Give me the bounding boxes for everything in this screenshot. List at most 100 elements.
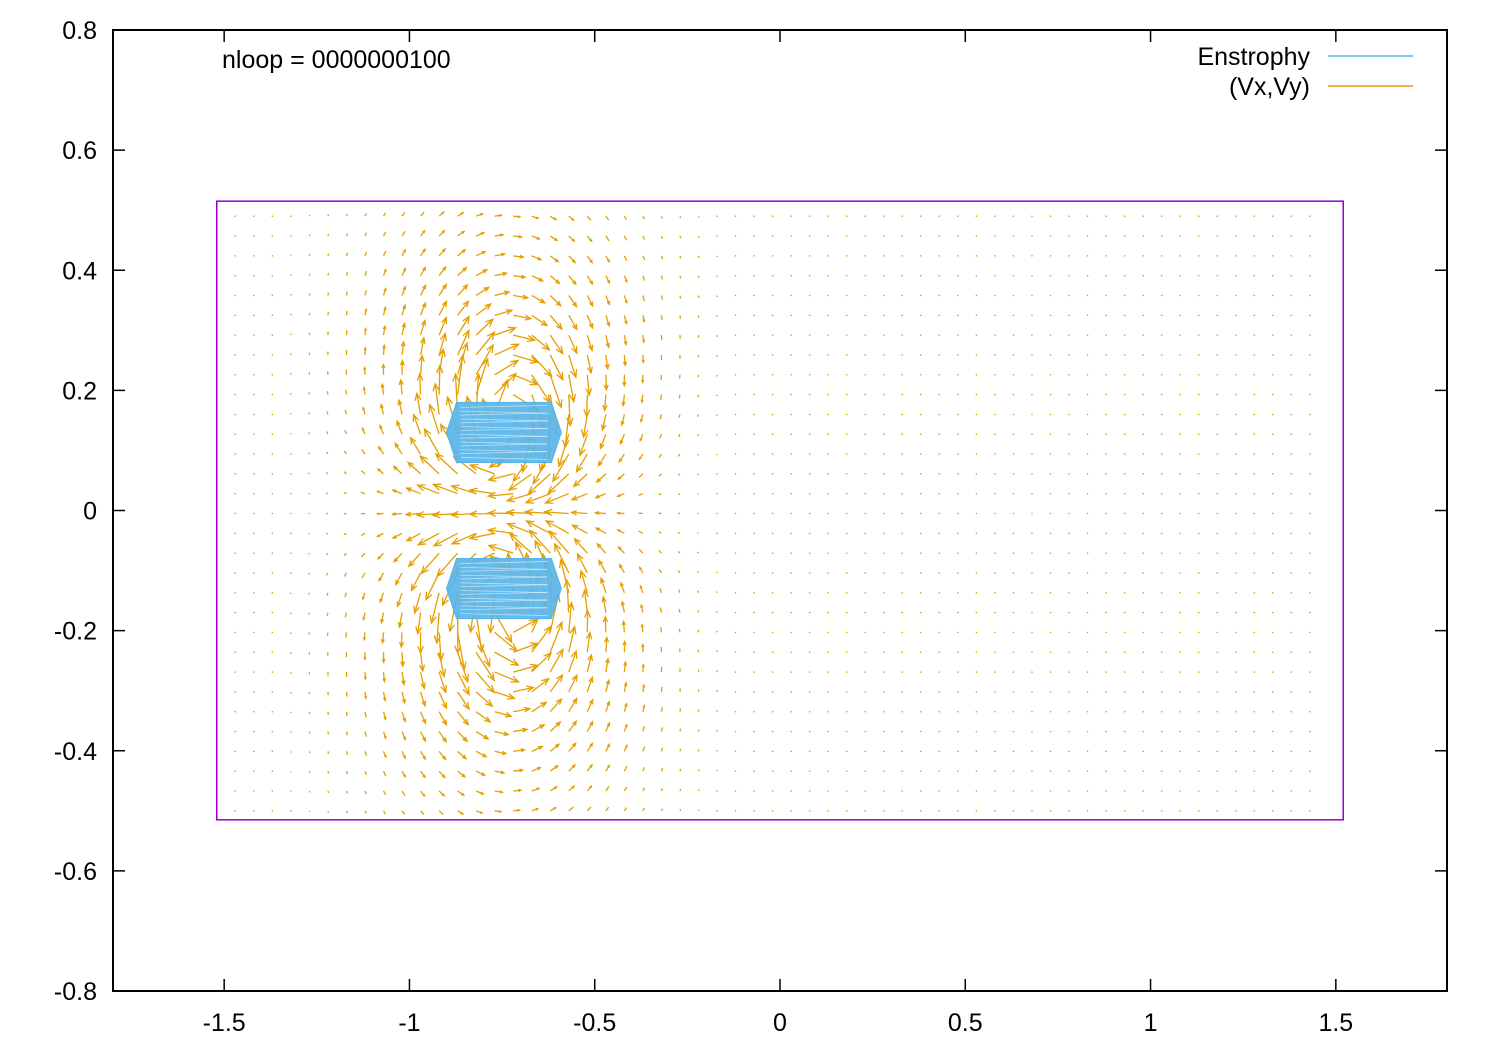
field-arrowhead [520, 274, 527, 280]
enstrophy-streak [460, 410, 548, 414]
field-arrow [1216, 413, 1219, 416]
field-arrowhead [618, 563, 623, 569]
field-arrow [1160, 512, 1163, 515]
field-arrowhead [380, 618, 385, 625]
field-arrow [1309, 730, 1311, 733]
field-arrow [1105, 572, 1107, 574]
field-arrow [475, 612, 483, 653]
field-arrow [438, 317, 447, 336]
field-arrowhead [522, 294, 530, 300]
field-arrowhead [441, 229, 446, 234]
field-arrow [1142, 572, 1144, 574]
field-arrowhead [500, 252, 507, 257]
field-arrowhead [641, 359, 645, 365]
field-arrow [1309, 552, 1311, 554]
field-arrowhead [454, 645, 462, 655]
field-arrow [957, 710, 959, 713]
field-arrow [1031, 255, 1033, 257]
enstrophy-regions [445, 401, 562, 620]
field-arrowhead [520, 748, 527, 753]
field-arrow [808, 611, 811, 614]
y-tick-label: 0.2 [62, 377, 97, 405]
field-arrow [808, 710, 811, 713]
field-arrow [1049, 591, 1052, 594]
field-arrow [1234, 354, 1237, 356]
field-arrow [1049, 810, 1052, 812]
field-arrow [1031, 334, 1033, 336]
field-arrow [513, 354, 538, 363]
field-arrow [549, 698, 562, 713]
field-arrow [679, 295, 682, 299]
field-arrow [1234, 274, 1237, 277]
field-arrow [308, 412, 311, 415]
field-arrow [678, 394, 681, 399]
field-arrow [605, 680, 610, 693]
field-arrow [419, 711, 427, 724]
field-arrow [475, 269, 488, 277]
field-arrow [771, 334, 774, 336]
field-arrow [845, 334, 848, 336]
field-arrow [234, 591, 237, 594]
field-arrowhead [468, 463, 479, 471]
field-arrowhead [361, 426, 365, 431]
field-arrowhead [517, 808, 522, 812]
field-arrow [1160, 750, 1163, 753]
field-arrow [1197, 611, 1200, 614]
field-arrowhead [507, 693, 517, 700]
field-arrow [494, 711, 512, 717]
field-arrowhead [528, 529, 538, 539]
field-arrowhead [362, 616, 366, 622]
field-arrowhead [394, 441, 400, 448]
field-arrow [938, 274, 941, 277]
field-arrow [568, 674, 578, 693]
field-arrow [1142, 473, 1144, 475]
field-arrowhead [392, 557, 399, 563]
field-arrow [1031, 572, 1033, 574]
field-arrow [1272, 591, 1274, 594]
field-arrowhead [528, 618, 539, 627]
field-arrow [623, 766, 628, 772]
field-arrow [513, 708, 530, 713]
field-arrow [975, 473, 978, 475]
field-arrow [882, 512, 885, 515]
field-arrow [771, 591, 774, 594]
field-arrow [901, 611, 904, 614]
field-arrow [1234, 215, 1237, 217]
field-arrow [790, 334, 792, 336]
field-arrow [1049, 413, 1052, 416]
field-arrowhead [606, 259, 611, 264]
field-arrowhead [619, 440, 624, 446]
field-arrow [580, 570, 588, 593]
field-arrowhead [377, 556, 381, 560]
field-arrowhead [576, 552, 584, 562]
field-arrow [1290, 373, 1293, 376]
field-arrow [398, 612, 403, 628]
field-arrow [1105, 750, 1107, 753]
field-arrow [1253, 770, 1256, 772]
field-arrowhead [529, 642, 540, 650]
field-arrow [234, 552, 237, 554]
field-arrowhead [596, 542, 602, 549]
field-arrow [696, 551, 699, 554]
field-arrow [1197, 433, 1200, 436]
field-arrow [1086, 631, 1089, 634]
field-arrow [827, 453, 829, 455]
field-arrow [638, 530, 644, 534]
field-arrow [419, 355, 423, 375]
field-arrow [1179, 770, 1181, 772]
field-arrow [1309, 750, 1311, 753]
field-arrow [234, 373, 237, 376]
field-arrow [1179, 611, 1181, 614]
field-arrow [957, 810, 959, 812]
field-arrow [419, 671, 425, 689]
field-arrowhead [403, 774, 407, 779]
field-arrowhead [483, 286, 491, 293]
field-arrow [882, 255, 885, 257]
field-arrow [1049, 255, 1052, 257]
field-arrow [1012, 433, 1015, 436]
field-arrow [845, 294, 848, 297]
field-arrow [307, 572, 310, 575]
field-arrow [327, 790, 330, 794]
field-arrow [1086, 274, 1089, 277]
field-arrowhead [486, 474, 497, 482]
